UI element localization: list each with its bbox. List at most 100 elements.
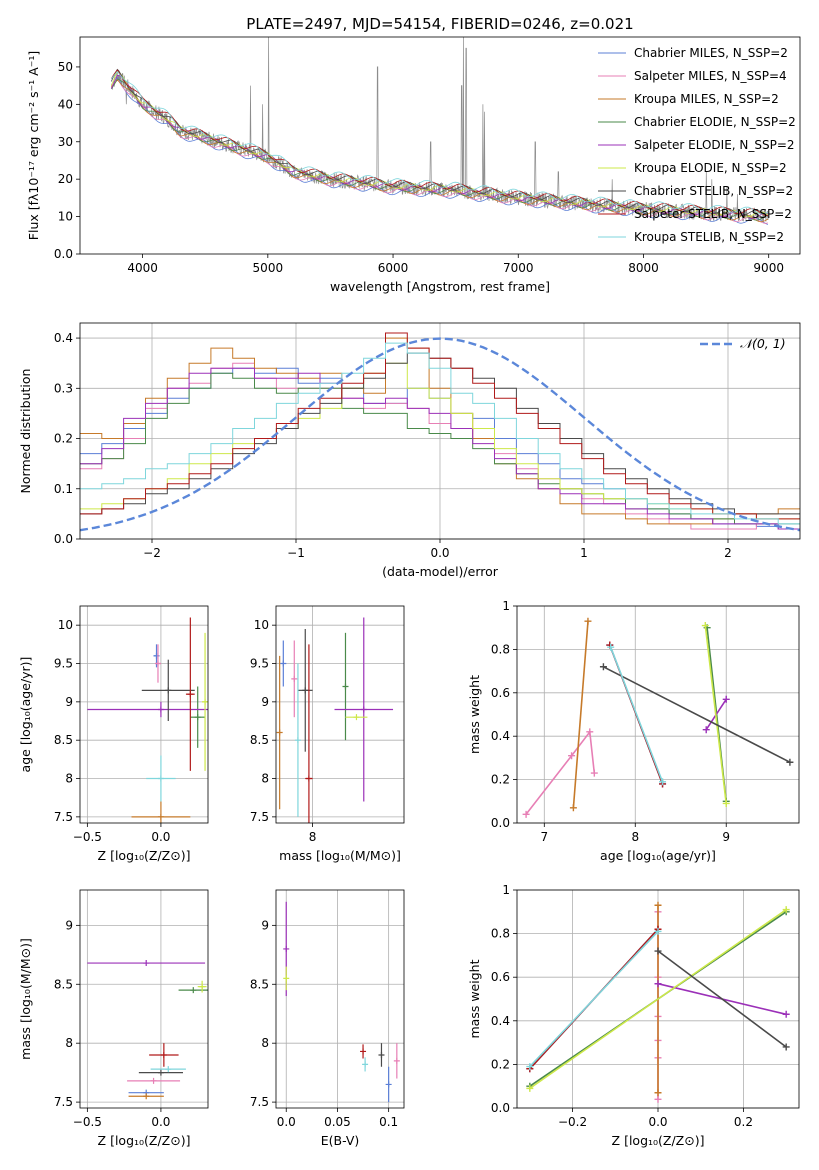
x-tick-label: 4000 xyxy=(127,261,158,275)
y-tick-label: 8.5 xyxy=(54,733,73,747)
series-marker xyxy=(701,622,709,630)
series-marker xyxy=(654,980,662,988)
series-marker xyxy=(654,1089,662,1097)
series-line xyxy=(529,908,787,1090)
plot-area xyxy=(283,901,400,1103)
x-axis-label: Z [log₁₀(Z/Z⊙)] xyxy=(98,848,191,863)
data-point xyxy=(194,714,201,721)
series-marker xyxy=(590,769,598,777)
y-tick-label: 10 xyxy=(58,210,73,224)
series-line xyxy=(657,950,787,1048)
x-tick-label: 0.0 xyxy=(277,1115,296,1129)
y-tick-label: 9.5 xyxy=(54,657,73,671)
data-point xyxy=(283,975,290,982)
series-marker xyxy=(586,728,594,736)
axes-frame xyxy=(275,889,405,1109)
y-tick-label: 0.4 xyxy=(54,331,73,345)
series-marker xyxy=(782,1010,790,1018)
data-point xyxy=(157,813,164,820)
model-spectrum-line xyxy=(110,68,769,217)
data-point xyxy=(385,1081,392,1088)
residual-histogram xyxy=(80,367,800,530)
y-tick-label: 0.2 xyxy=(491,1057,510,1071)
series-marker xyxy=(654,927,662,935)
data-point xyxy=(153,652,160,659)
y-tick-label: 0.6 xyxy=(491,686,510,700)
y-tick-label: 10 xyxy=(58,618,73,632)
y-tick-label: 40 xyxy=(58,97,73,111)
series-line xyxy=(603,666,791,763)
series-marker xyxy=(722,799,730,807)
data-point xyxy=(165,687,172,694)
x-tick-label: 1 xyxy=(580,546,588,560)
y-tick-label: 0.0 xyxy=(54,532,73,546)
data-point xyxy=(291,675,298,682)
y-tick-label: 7.5 xyxy=(250,810,269,824)
series-line xyxy=(529,930,659,1068)
y-axis-label: mass weight xyxy=(467,675,482,754)
y-tick-label: 0.4 xyxy=(491,1014,510,1028)
legend-label: Chabrier STELIB, N_SSP=2 xyxy=(634,184,793,198)
data-point xyxy=(294,737,301,744)
model-spectrum-line xyxy=(110,70,769,218)
y-tick-label: 8 xyxy=(65,772,73,786)
residual-histogram xyxy=(80,372,800,525)
data-point xyxy=(157,1069,164,1076)
data-point xyxy=(342,683,349,690)
legend-label: 𝒩(0, 1) xyxy=(740,336,786,351)
panel-mass-vs-Z: −0.5 0.0 7.5 8 8.5 9 Z [log₁₀(Z/Z⊙)] mass [log₁… xyxy=(18,889,209,1148)
y-tick-label: 1 xyxy=(502,883,510,897)
legend-label: Salpeter MILES, N_SSP=4 xyxy=(634,69,787,83)
residual-histogram xyxy=(80,362,800,530)
panel-mass-vs-EBV: 0.0 0.05 0.1 7.5 8 8.5 9 E(B-V) xyxy=(250,889,405,1148)
series-marker xyxy=(654,1095,662,1103)
y-tick-label: 9 xyxy=(261,695,269,709)
x-axis-label: (data-model)/error xyxy=(382,564,499,579)
y-tick-label: 8.5 xyxy=(54,977,73,991)
y-tick-label: 8 xyxy=(65,1036,73,1050)
x-tick-label: −0.5 xyxy=(73,830,102,844)
x-tick-label: 6000 xyxy=(378,261,409,275)
series-line xyxy=(572,621,589,808)
legend: Chabrier MILES, N_SSP=2 Salpeter MILES, N… xyxy=(598,46,796,244)
data-point xyxy=(202,698,208,705)
y-axis-label: mass weight xyxy=(467,959,482,1038)
data-point xyxy=(150,1077,157,1084)
plot-area xyxy=(110,37,769,225)
series-marker xyxy=(782,1043,790,1051)
data-point xyxy=(160,1051,167,1058)
y-tick-label: 0.3 xyxy=(54,381,73,395)
y-tick-label: 9 xyxy=(65,695,73,709)
y-tick-label: 0.8 xyxy=(491,642,510,656)
y-axis-label: mass [log₁₀(M/M⊙)] xyxy=(18,938,33,1060)
series-line xyxy=(609,646,664,783)
data-point xyxy=(157,706,164,713)
x-tick-label: −2 xyxy=(143,546,161,560)
data-point xyxy=(199,983,206,990)
x-tick-label: 8 xyxy=(309,830,317,844)
x-tick-label: −1 xyxy=(287,546,305,560)
data-point xyxy=(157,775,164,782)
series-marker xyxy=(659,778,667,786)
x-tick-label: 0.0 xyxy=(648,1115,667,1129)
y-tick-label: 0.2 xyxy=(491,773,510,787)
panels: 4000 5000 6000 7000 8000 9000 0.0 10 20 30 40 50 wav… xyxy=(18,36,801,1148)
y-tick-label: 8.5 xyxy=(250,977,269,991)
x-tick-label: 0.2 xyxy=(734,1115,753,1129)
data-point xyxy=(353,714,360,721)
plot-area xyxy=(80,332,800,532)
x-tick-label: 8000 xyxy=(628,261,659,275)
data-point xyxy=(393,1057,400,1064)
y-tick-label: 0.6 xyxy=(491,970,510,984)
plot-area xyxy=(87,960,208,1100)
y-tick-label: 0.4 xyxy=(491,729,510,743)
data-point xyxy=(305,775,312,782)
plot-area xyxy=(276,617,394,823)
legend-label: Salpeter ELODIE, N_SSP=2 xyxy=(634,138,795,152)
legend-label: Kroupa ELODIE, N_SSP=2 xyxy=(634,161,787,175)
axes-frame xyxy=(275,605,405,824)
axes-frame xyxy=(79,36,801,255)
series-marker xyxy=(599,663,607,671)
y-tick-label: 0.2 xyxy=(54,432,73,446)
